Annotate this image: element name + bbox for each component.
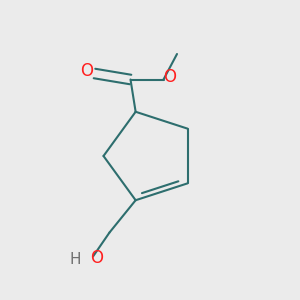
Text: O: O bbox=[164, 68, 177, 85]
Text: O: O bbox=[80, 62, 94, 80]
Text: H: H bbox=[69, 252, 81, 267]
Text: O: O bbox=[90, 249, 104, 267]
